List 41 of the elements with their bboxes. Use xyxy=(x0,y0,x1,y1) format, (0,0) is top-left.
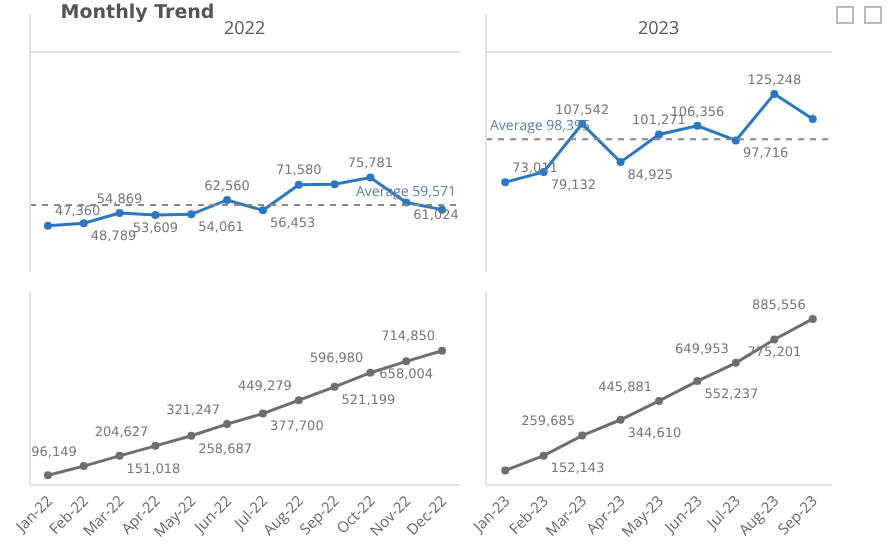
point xyxy=(187,431,196,440)
point xyxy=(693,121,702,130)
point xyxy=(808,314,817,323)
point xyxy=(731,358,740,367)
point xyxy=(655,396,663,405)
point xyxy=(616,415,625,424)
point xyxy=(151,441,160,450)
point xyxy=(43,221,52,230)
point xyxy=(616,158,625,167)
point xyxy=(187,210,196,219)
chart-title: Monthly Trend xyxy=(60,1,215,24)
point xyxy=(770,89,779,98)
point xyxy=(578,431,587,440)
point xyxy=(330,382,339,391)
point xyxy=(501,466,510,475)
point xyxy=(223,420,232,429)
point xyxy=(731,136,740,145)
point xyxy=(501,178,510,187)
point xyxy=(115,209,124,217)
point xyxy=(330,180,339,189)
point xyxy=(539,451,548,460)
point xyxy=(808,115,817,124)
point xyxy=(258,409,267,418)
point xyxy=(79,462,88,471)
point xyxy=(79,219,88,228)
point xyxy=(770,335,779,344)
chart-subtitle: 2022 xyxy=(224,14,266,40)
point xyxy=(223,195,232,204)
point xyxy=(655,130,663,139)
point xyxy=(294,396,303,405)
point xyxy=(438,346,447,355)
point xyxy=(294,180,303,189)
point xyxy=(43,471,52,480)
point xyxy=(366,368,375,377)
point xyxy=(115,451,124,460)
point xyxy=(402,357,411,366)
point xyxy=(258,206,267,215)
point xyxy=(151,211,160,220)
point xyxy=(693,377,702,386)
chart-subtitle: 2023 xyxy=(638,14,680,40)
point xyxy=(366,173,375,182)
